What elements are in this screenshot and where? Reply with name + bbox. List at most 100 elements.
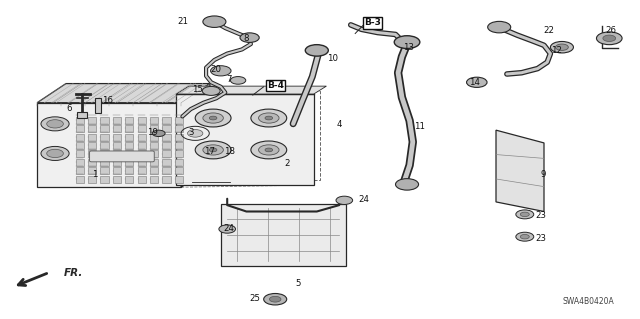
Bar <box>125 159 134 166</box>
Bar <box>175 151 183 158</box>
Circle shape <box>265 116 273 120</box>
Circle shape <box>603 35 616 41</box>
Bar <box>138 142 146 149</box>
Text: 24: 24 <box>358 195 369 204</box>
Text: 19: 19 <box>147 128 157 137</box>
Text: 14: 14 <box>469 78 481 87</box>
Circle shape <box>516 210 534 219</box>
Bar <box>113 125 121 132</box>
Circle shape <box>240 33 259 42</box>
Bar <box>88 176 96 183</box>
Bar <box>175 167 183 174</box>
Bar <box>76 117 84 124</box>
Bar <box>113 176 121 183</box>
Bar <box>100 142 109 149</box>
Circle shape <box>188 130 203 137</box>
Text: 18: 18 <box>223 147 235 156</box>
Text: 10: 10 <box>327 54 339 63</box>
Text: 3: 3 <box>188 128 193 137</box>
Bar <box>100 151 109 158</box>
Text: 21: 21 <box>177 17 188 26</box>
Text: 16: 16 <box>102 96 113 105</box>
Bar <box>61 91 320 180</box>
Bar <box>100 176 109 183</box>
Circle shape <box>396 179 419 190</box>
Bar <box>175 142 183 149</box>
Circle shape <box>556 44 568 50</box>
Bar <box>138 125 146 132</box>
Bar <box>125 151 134 158</box>
Bar <box>221 204 346 266</box>
Text: 22: 22 <box>543 26 555 35</box>
Circle shape <box>520 234 529 239</box>
Bar <box>125 142 134 149</box>
Bar <box>150 151 158 158</box>
Bar <box>163 142 171 149</box>
Bar <box>76 142 84 149</box>
Bar <box>125 117 134 124</box>
Bar <box>88 167 96 174</box>
Bar <box>100 134 109 141</box>
Text: 24: 24 <box>223 224 235 233</box>
Text: 11: 11 <box>413 122 425 131</box>
Circle shape <box>47 149 63 158</box>
Bar <box>88 151 96 158</box>
Bar <box>150 134 158 141</box>
Circle shape <box>394 36 420 48</box>
Circle shape <box>488 21 511 33</box>
Circle shape <box>550 41 573 53</box>
Circle shape <box>47 120 63 128</box>
Text: 9: 9 <box>540 170 545 179</box>
Bar <box>138 176 146 183</box>
Text: 8: 8 <box>244 34 249 43</box>
Text: 7: 7 <box>227 75 232 84</box>
Bar <box>175 176 183 183</box>
Bar <box>163 117 171 124</box>
Bar <box>113 134 121 141</box>
Circle shape <box>259 113 279 123</box>
Text: 12: 12 <box>551 46 563 55</box>
Bar <box>113 117 121 124</box>
Bar <box>113 159 121 166</box>
Circle shape <box>203 16 226 27</box>
Bar <box>100 159 109 166</box>
Text: B-3: B-3 <box>364 19 381 27</box>
Bar <box>175 134 183 141</box>
Circle shape <box>520 212 529 217</box>
Bar <box>150 159 158 166</box>
Bar <box>37 103 181 187</box>
Bar <box>163 134 171 141</box>
Bar <box>100 117 109 124</box>
Circle shape <box>516 232 534 241</box>
Text: 20: 20 <box>211 65 222 74</box>
Bar <box>163 159 171 166</box>
Circle shape <box>203 145 223 155</box>
Bar <box>163 151 171 158</box>
Bar <box>77 112 87 118</box>
Bar <box>88 159 96 166</box>
Bar <box>113 151 121 158</box>
Bar <box>150 125 158 132</box>
Text: 5: 5 <box>296 279 301 288</box>
Bar <box>76 134 84 141</box>
Bar <box>163 125 171 132</box>
Bar <box>76 176 84 183</box>
Text: FR.: FR. <box>64 268 83 278</box>
Circle shape <box>596 32 622 45</box>
Polygon shape <box>181 84 210 187</box>
Bar <box>125 167 134 174</box>
Bar <box>125 134 134 141</box>
Bar <box>163 167 171 174</box>
Circle shape <box>305 45 328 56</box>
FancyBboxPatch shape <box>90 151 154 162</box>
Bar <box>176 94 314 185</box>
Bar <box>138 151 146 158</box>
Text: 4: 4 <box>337 120 342 129</box>
Circle shape <box>209 148 217 152</box>
Bar <box>88 134 96 141</box>
Bar <box>150 167 158 174</box>
Polygon shape <box>496 130 544 211</box>
Bar <box>100 125 109 132</box>
Bar <box>150 117 158 124</box>
Polygon shape <box>176 86 326 94</box>
